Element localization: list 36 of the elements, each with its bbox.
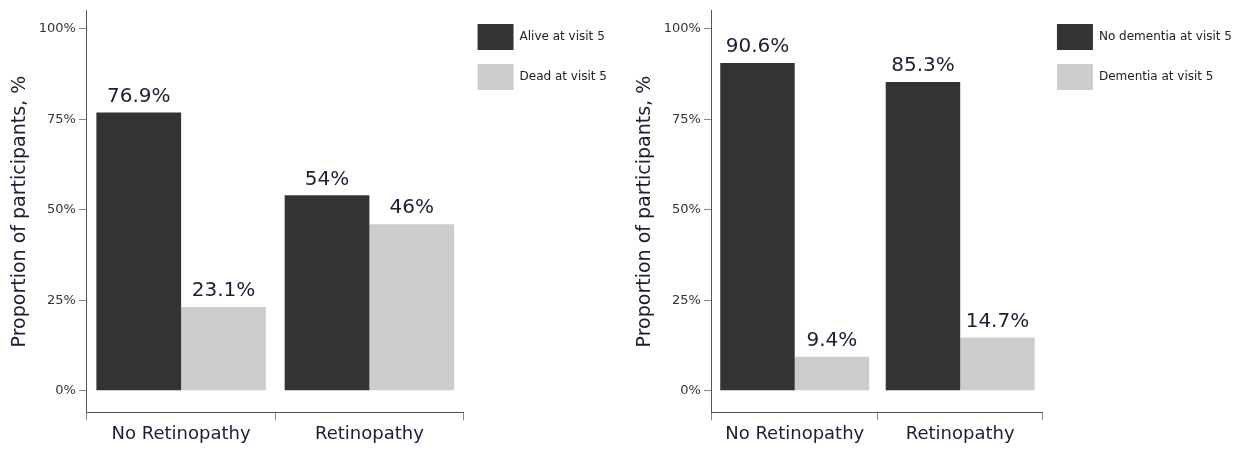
bar: [96, 112, 182, 391]
data-label: 90.6%: [725, 33, 790, 58]
data-label: 23.1%: [191, 277, 256, 302]
y-tick-label: 25%: [672, 291, 701, 307]
bar: [794, 356, 870, 391]
bar: [181, 307, 266, 391]
y-axis-title: Proportion of participants, %: [632, 75, 655, 348]
data-label: 76.9%: [106, 82, 171, 107]
bar: [960, 337, 1035, 391]
y-tick-label: 100%: [38, 20, 76, 36]
data-label: 85.3%: [891, 52, 955, 77]
data-label: 14.7%: [965, 307, 1030, 332]
x-tick-label: Retinopathy: [314, 421, 425, 443]
y-tick-label: 0%: [680, 382, 701, 398]
bar: [885, 82, 961, 391]
y-tick-label: 100%: [663, 20, 701, 36]
bar: [284, 195, 370, 391]
bar: [720, 62, 795, 391]
y-tick-label: 50%: [672, 201, 701, 217]
y-tick-label: 50%: [47, 201, 76, 217]
data-label: 9.4%: [806, 326, 858, 351]
legend-label: Alive at visit 5: [519, 29, 605, 44]
y-tick-label: 25%: [47, 291, 76, 307]
y-axis-title: Proportion of participants, %: [7, 75, 30, 348]
legend-label: Dead at visit 5: [519, 69, 608, 84]
bar: [369, 224, 455, 391]
legend-label: No dementia at visit 5: [1098, 29, 1233, 44]
x-tick-label: Retinopathy: [905, 421, 1015, 443]
y-tick-label: 75%: [672, 110, 701, 126]
x-tick-label: No Retinopathy: [725, 421, 865, 443]
y-tick-label: 0%: [55, 382, 76, 398]
data-label: 54%: [304, 165, 350, 190]
y-tick-label: 75%: [47, 110, 76, 126]
x-tick-label: No Retinopathy: [111, 421, 251, 443]
data-label: 46%: [389, 194, 434, 219]
legend-label: Dementia at visit 5: [1098, 69, 1214, 84]
